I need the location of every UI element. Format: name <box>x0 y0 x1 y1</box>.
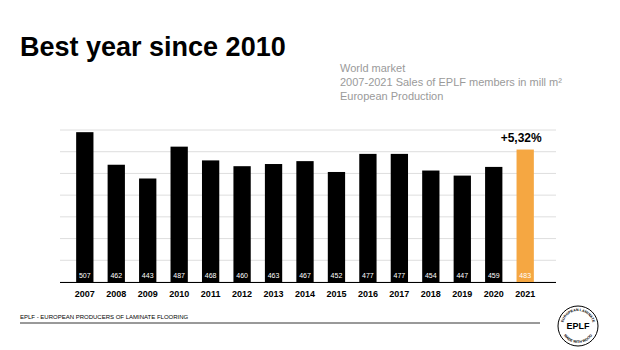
x-tick: 2008 <box>106 282 126 299</box>
logo: EPLFEUROPEAN LAMINATE MADE WITH WOOD <box>558 306 598 346</box>
bar <box>422 171 439 282</box>
x-tick: 2015 <box>326 282 346 299</box>
x-tick-label: 2013 <box>264 289 284 299</box>
bar <box>485 167 502 282</box>
logo-arc-text: MADE WITH WOOD <box>563 333 593 344</box>
data-label: 507 <box>79 272 91 279</box>
x-tick: 2019 <box>452 282 472 299</box>
logo-name: EPLF <box>566 321 590 331</box>
data-label: 483 <box>519 272 531 279</box>
subtitle: European Production <box>340 90 443 102</box>
logo-ring <box>558 306 598 346</box>
data-label: 463 <box>268 272 280 279</box>
bar <box>454 176 471 282</box>
x-tick: 2010 <box>169 282 189 299</box>
data-label: 452 <box>331 272 343 279</box>
data-label: 460 <box>236 272 248 279</box>
annotation: +5,32% <box>501 131 542 145</box>
footer-rule <box>20 323 540 324</box>
data-label: 443 <box>142 272 154 279</box>
data-label: 467 <box>299 272 311 279</box>
data-label: 487 <box>173 272 185 279</box>
x-tick: 2021 <box>515 282 535 299</box>
x-tick-label: 2008 <box>106 289 126 299</box>
grid-line <box>60 130 556 131</box>
logo-arc-text: EUROPEAN LAMINATE <box>561 308 596 323</box>
data-label: 477 <box>394 272 406 279</box>
x-tick: 2012 <box>232 282 252 299</box>
x-tick: 2014 <box>295 282 315 299</box>
x-tick: 2013 <box>264 282 284 299</box>
data-label: 462 <box>110 272 122 279</box>
data-label: 477 <box>362 272 374 279</box>
x-tick-label: 2016 <box>358 289 378 299</box>
grid <box>60 130 556 282</box>
bar <box>391 154 408 282</box>
bar <box>296 161 313 282</box>
subtitle: 2007-2021 Sales of EPLF members in mill … <box>340 76 562 88</box>
bar <box>76 132 93 282</box>
x-tick-label: 2007 <box>75 289 95 299</box>
x-tick-label: 2010 <box>169 289 189 299</box>
bar <box>233 166 250 282</box>
x-axis: 2007 2008 2009 2010 2011 2012 2013 2014 2015 2016… <box>60 282 556 299</box>
x-tick-label: 2012 <box>232 289 252 299</box>
x-tick: 2007 <box>75 282 95 299</box>
x-tick: 2017 <box>389 282 409 299</box>
bar <box>171 147 188 282</box>
data-labels: 507 462 443 487 468 460 463 467 452 477 477 454 447 4… <box>79 272 531 279</box>
x-tick-label: 2018 <box>421 289 441 299</box>
x-tick-label: 2019 <box>452 289 472 299</box>
title: Best year since 2010 <box>20 32 286 62</box>
footer-text: EPLF - EUROPEAN PRODUCERS OF LAMINATE FL… <box>20 314 189 320</box>
x-tick-label: 2014 <box>295 289 315 299</box>
x-tick-label: 2021 <box>515 289 535 299</box>
x-tick-label: 2015 <box>326 289 346 299</box>
x-tick-label: 2011 <box>201 289 221 299</box>
bar <box>139 178 156 282</box>
x-tick: 2020 <box>484 282 504 299</box>
x-tick-label: 2017 <box>389 289 409 299</box>
chart: Best year since 2010 World market 2007-202… <box>0 0 620 350</box>
data-label: 454 <box>425 272 437 279</box>
x-tick-label: 2020 <box>484 289 504 299</box>
bar <box>108 165 125 282</box>
bar <box>517 150 534 282</box>
x-tick-label: 2009 <box>138 289 158 299</box>
bars <box>76 132 534 282</box>
data-label: 468 <box>205 272 217 279</box>
x-tick: 2016 <box>358 282 378 299</box>
data-label: 459 <box>488 272 500 279</box>
bar <box>202 160 219 282</box>
grid-line <box>60 151 556 152</box>
x-tick: 2018 <box>421 282 441 299</box>
subtitle: World market <box>340 62 405 74</box>
bar <box>265 164 282 282</box>
bar <box>328 172 345 282</box>
x-tick: 2011 <box>201 282 221 299</box>
x-tick: 2009 <box>138 282 158 299</box>
x-axis-line <box>60 282 556 283</box>
data-label: 447 <box>456 272 468 279</box>
bar <box>359 154 376 282</box>
